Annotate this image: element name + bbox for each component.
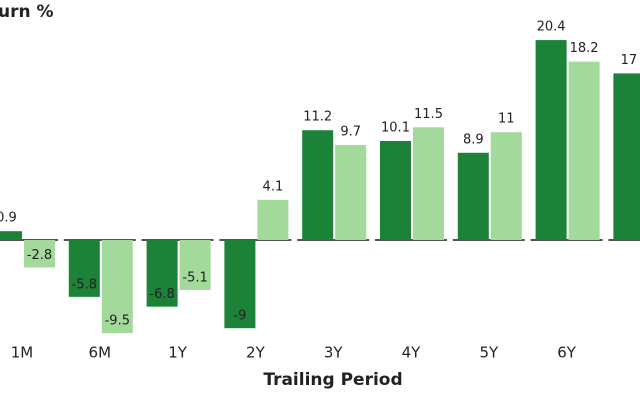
value-label: 0.9 [0,211,17,226]
x-tick-label: 2Y [246,344,266,362]
value-label: -9.5 [105,314,130,329]
x-tick-label: 3Y [324,344,344,362]
value-label: 8.9 [463,132,484,147]
bar [101,240,133,334]
value-label: 20.4 [537,20,566,35]
value-label: 11.5 [414,107,443,122]
value-label: 4.1 [263,179,284,194]
value-label: -9 [233,309,246,324]
x-tick-label: 6M [89,344,112,362]
bar [380,141,411,240]
value-label: 11 [498,112,515,127]
value-label: -6.8 [149,287,174,302]
bar [335,144,367,240]
x-tick-label: 4Y [402,344,422,362]
bar [568,61,600,240]
bar [224,240,256,329]
bar [302,130,334,240]
chart-title: urn % [0,2,54,22]
value-label: 18.2 [570,41,599,56]
bar [0,231,22,240]
bar [535,40,567,240]
bar [68,240,100,297]
bar [24,240,55,268]
value-label: -5.1 [182,270,207,285]
bar [413,127,444,240]
value-label: -2.8 [27,248,52,263]
x-tick-label: 1Y [168,344,188,362]
x-axis-label: Trailing Period [263,370,402,390]
bar [179,240,211,290]
bar [490,132,522,240]
bar [146,240,178,307]
x-tick-label: 1M [11,344,34,362]
bar [613,73,640,241]
value-label: -5.8 [72,277,97,292]
value-label: 17 [621,53,638,68]
value-label: 11.2 [303,110,332,125]
value-label: 10.1 [381,121,410,136]
bar [457,152,489,240]
x-tick-label: 6Y [557,344,577,362]
x-tick-label: 5Y [479,344,499,362]
bar [257,199,289,240]
value-label: 9.7 [340,124,361,139]
